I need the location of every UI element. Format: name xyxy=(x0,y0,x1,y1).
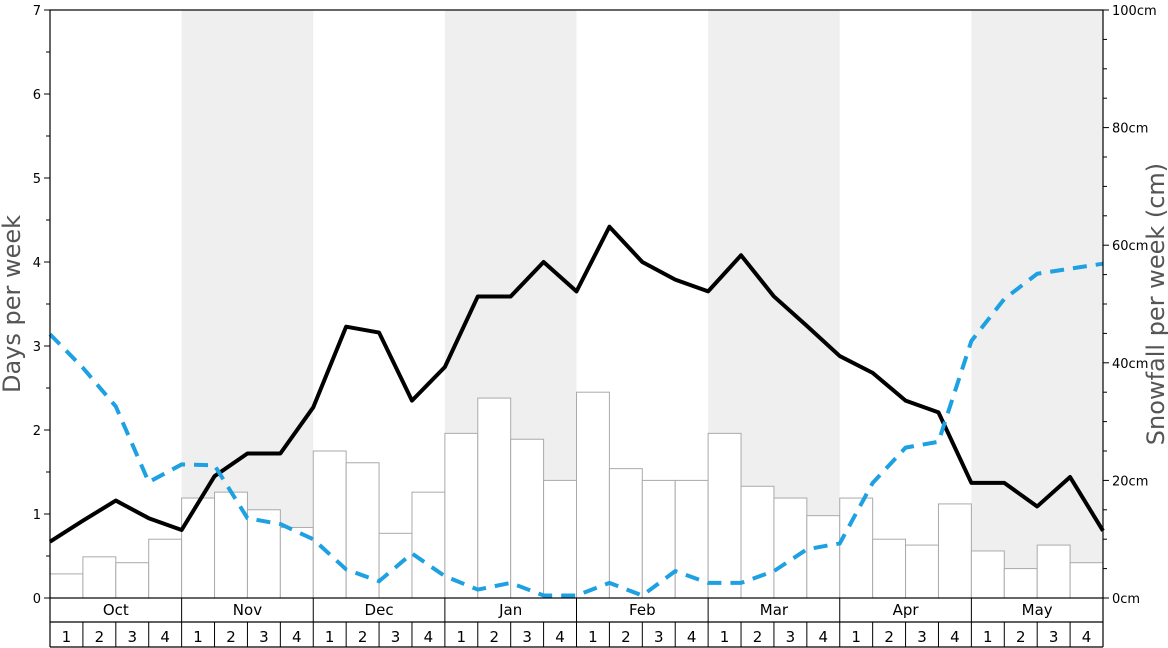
week-label: 1 xyxy=(588,628,598,646)
right-tick-label: 20cm xyxy=(1112,474,1148,489)
week-label: 3 xyxy=(917,628,927,646)
left-tick-label: 1 xyxy=(33,508,41,523)
snowfall-bar-20 xyxy=(674,479,709,599)
snowfall-bar-1 xyxy=(49,573,84,599)
snowfall-bar-28 xyxy=(937,503,972,599)
week-label: 3 xyxy=(259,628,269,646)
snowfall-bar-27 xyxy=(905,544,939,599)
left-tick-label: 4 xyxy=(33,256,41,271)
series-line-1 xyxy=(48,224,1105,544)
snowfall-bar-17 xyxy=(576,391,610,599)
week-label: 4 xyxy=(819,628,829,646)
week-label: 4 xyxy=(424,628,434,646)
right-tick-label: 0cm xyxy=(1112,592,1140,607)
snowfall-bar-18 xyxy=(608,468,643,599)
x-axis: Oct Nov Dec Jan Feb Mar Apr May 1 2 3 4 1 2 3 4 1 2 3 4 1 2 3 4… xyxy=(49,598,1104,648)
week-label: 1 xyxy=(325,628,335,646)
week-label: 4 xyxy=(1082,628,1092,646)
week-label: 2 xyxy=(358,628,368,646)
week-label: 1 xyxy=(720,628,730,646)
snowfall-bar-26 xyxy=(872,538,907,599)
snowfall-bar-16 xyxy=(543,479,577,599)
month-label-nov: Nov xyxy=(233,601,262,619)
week-label: 2 xyxy=(753,628,763,646)
snowfall-bar-12 xyxy=(411,491,446,599)
month-shading xyxy=(181,10,1103,598)
week-label: 4 xyxy=(160,628,170,646)
week-label: 1 xyxy=(851,628,861,646)
week-label: 4 xyxy=(292,628,302,646)
week-label: 3 xyxy=(654,628,664,646)
snowfall-bar-10 xyxy=(345,462,380,599)
week-label: 2 xyxy=(489,628,499,646)
right-axis-title: Snowfall per week (cm) xyxy=(1142,163,1168,445)
snowfall-bar-7 xyxy=(246,509,281,599)
snowfall-bar-23 xyxy=(773,497,808,599)
month-label-jan: Jan xyxy=(498,601,522,619)
week-label: 1 xyxy=(193,628,203,646)
month-label-oct: Oct xyxy=(103,601,129,619)
right-tick-label: 100cm xyxy=(1112,4,1157,19)
right-tick-label: 80cm xyxy=(1112,122,1148,137)
left-tick-label: 2 xyxy=(33,424,41,439)
snowfall-bar-21 xyxy=(707,432,742,599)
day-lines xyxy=(48,224,1105,598)
snowfall-bar-2 xyxy=(82,556,117,599)
month-label-dec: Dec xyxy=(365,601,394,619)
week-label: 2 xyxy=(95,628,105,646)
snowfall-bar-15 xyxy=(510,438,545,599)
snowfall-bar-32 xyxy=(1069,562,1104,599)
snowfall-bar-5 xyxy=(181,497,216,599)
right-axis: 0cm 20cm 40cm 60cm 80cm 100cm xyxy=(1103,4,1157,607)
left-tick-label: 0 xyxy=(33,592,41,607)
week-label: 4 xyxy=(687,628,697,646)
left-tick-label: 5 xyxy=(33,172,41,187)
snowfall-bar-13 xyxy=(444,432,479,599)
snowfall-bar-29 xyxy=(970,550,1005,599)
week-label: 4 xyxy=(950,628,960,646)
month-label-may: May xyxy=(1022,601,1053,619)
week-label: 1 xyxy=(457,628,467,646)
right-tick-label: 40cm xyxy=(1112,357,1148,372)
week-label: 2 xyxy=(1016,628,1026,646)
week-label: 3 xyxy=(391,628,401,646)
snowfall-bar-19 xyxy=(641,479,676,599)
snowfall-bar-30 xyxy=(1003,568,1038,599)
week-label: 3 xyxy=(1049,628,1059,646)
week-label: 3 xyxy=(786,628,796,646)
snowfall-bar-25 xyxy=(839,497,874,599)
week-label: 1 xyxy=(983,628,993,646)
week-label: 1 xyxy=(62,628,72,646)
snowfall-bar-24 xyxy=(806,515,841,599)
left-axis: 0 1 2 3 4 5 6 7 xyxy=(33,4,50,607)
week-label: 2 xyxy=(621,628,631,646)
snowfall-bar-31 xyxy=(1036,544,1071,599)
snowfall-bar-9 xyxy=(312,450,347,599)
right-tick-label: 60cm xyxy=(1112,239,1148,254)
snowfall-bar-14 xyxy=(477,397,512,599)
week-label: 3 xyxy=(522,628,532,646)
month-label-feb: Feb xyxy=(629,601,656,619)
week-label: 2 xyxy=(226,628,236,646)
month-label-apr: Apr xyxy=(893,601,920,619)
left-axis-title: Days per week xyxy=(0,215,26,393)
left-tick-label: 3 xyxy=(33,340,41,355)
month-band-may xyxy=(971,10,1103,598)
week-label: 2 xyxy=(884,628,894,646)
month-label-mar: Mar xyxy=(760,601,789,619)
snowfall-bar-4 xyxy=(148,538,183,599)
snowfall-bar-22 xyxy=(740,485,775,599)
snowfall-bars xyxy=(49,391,1104,599)
week-label: 4 xyxy=(555,628,565,646)
series-line-2 xyxy=(48,261,1104,598)
left-tick-label: 7 xyxy=(33,4,41,19)
left-tick-label: 6 xyxy=(33,88,41,103)
week-label: 3 xyxy=(127,628,137,646)
snowfall-bar-3 xyxy=(115,562,150,599)
